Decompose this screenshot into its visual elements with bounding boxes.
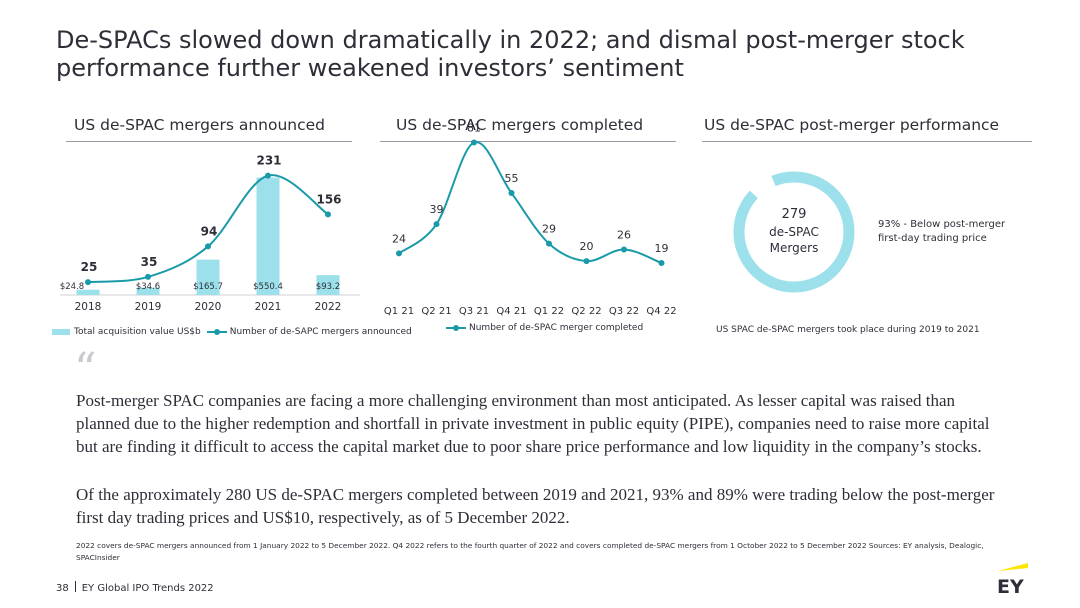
chart1-bar-label-2022: $93.2 (316, 282, 340, 292)
chart1-x-tick-2020: 2020 (195, 301, 222, 313)
chart1-point-2021 (265, 172, 271, 179)
chart2-point-Q3-22 (621, 246, 627, 253)
source-note: 2022 covers de-SPAC mergers announced fr… (76, 541, 984, 562)
chart1-point-label-2022: 156 (316, 192, 341, 206)
chart2-point-label-Q4-22: 19 (655, 242, 669, 255)
donut-annotation-1: 93% - Below post-merger (878, 219, 1006, 230)
chart-mergers-announced: $24.8 2018 $34.6 2019 $165.7 2020 $550.4 2021 $9… (60, 154, 360, 313)
chart2-x-tick-Q2-21: Q2 21 (421, 306, 451, 317)
donut-center-label-2: Mergers (770, 241, 819, 255)
legend-line-swatch (206, 328, 227, 336)
donut-chart-performance: 279 de-SPAC Mergers 93% - Below post-mer… (716, 171, 1006, 335)
chart1-point-label-2020: 94 (201, 224, 218, 238)
donut-note: US SPAC de-SPAC mergers took place durin… (716, 325, 980, 335)
footer-text: EY Global IPO Trends 2022 (81, 583, 214, 594)
chart1-bar-2019 (136, 287, 160, 295)
chart2-series-line (398, 141, 662, 264)
donut-slice-below-first-day (733, 171, 855, 293)
chart2-x-tick-Q4-21: Q4 21 (496, 306, 526, 317)
chart1-point-label-2021: 231 (256, 154, 281, 168)
donut-center-label-1: de-SPAC (769, 225, 819, 239)
chart2-point-label-Q3-22: 26 (617, 228, 631, 241)
chart1-point-label-2019: 35 (141, 255, 158, 269)
quote-mark: “ (74, 344, 97, 395)
chart1-point-2019 (145, 273, 151, 280)
chart1-legend: Total acquisition value US$b Number of d… (52, 327, 412, 337)
chart1-bar-label-2018: $24.8 (60, 282, 84, 292)
panel-heading-completed: US de-SPAC mergers completed (380, 116, 676, 142)
chart2-point-Q1-22 (546, 240, 552, 247)
chart1-point-2022 (325, 211, 331, 218)
chart2-point-label-Q1-21: 24 (392, 232, 406, 245)
panel-heading-announced: US de-SPAC mergers announced (66, 116, 352, 142)
ey-logo: EY (997, 563, 1028, 596)
chart1-point-label-2018: 25 (81, 260, 98, 274)
chart2-point-Q2-22 (583, 258, 590, 265)
chart1-bar-2021 (256, 177, 280, 295)
footer-divider (74, 581, 76, 592)
chart2-point-label-Q1-22: 29 (542, 223, 556, 236)
chart1-x-tick-2018: 2018 (75, 301, 102, 313)
chart1-point-2020 (205, 243, 211, 250)
chart2-x-tick-Q3-22: Q3 22 (609, 306, 639, 317)
legend-bar-swatch (52, 329, 70, 335)
legend-line-swatch (446, 324, 466, 332)
chart1-x-tick-2019: 2019 (135, 301, 162, 313)
chart2-x-tick-Q1-22: Q1 22 (534, 306, 564, 317)
chart1-bar-2018 (76, 289, 100, 295)
donut-annotation-2: first-day trading price (878, 233, 987, 244)
quote-paragraph-2: Of the approximately 280 US de-SPAC merg… (76, 485, 995, 527)
chart2-point-Q2-21 (433, 221, 440, 228)
chart-mergers-completed: 24 Q1 21 39 Q2 21 81 Q3 21 55 Q4 21 29 Q1 22 20 Q2 … (384, 122, 677, 318)
page-number: 38 (56, 583, 69, 594)
chart1-bar-label-2021: $550.4 (253, 282, 283, 292)
chart1-x-tick-2022: 2022 (315, 301, 342, 313)
footer: 38 EY Global IPO Trends 2022 (56, 581, 214, 594)
chart2-point-label-Q2-21: 39 (430, 203, 444, 216)
chart1-point-2018 (85, 279, 91, 286)
chart1-bar-label-2019: $34.6 (136, 282, 160, 292)
chart2-x-tick-Q1-21: Q1 21 (384, 306, 414, 317)
ey-logo-text: EY (997, 576, 1024, 596)
quote-paragraph-1: Post-merger SPAC companies are facing a … (76, 391, 990, 456)
panel-heading-performance: US de-SPAC post-merger performance (702, 116, 1032, 142)
chart2-point-Q4-21 (508, 190, 515, 197)
chart2-point-label-Q4-21: 55 (505, 172, 519, 185)
legend-bar-label: Total acquisition value US$b (74, 327, 201, 337)
chart1-bar-2022 (316, 275, 340, 295)
chart2-x-tick-Q3-21: Q3 21 (459, 306, 489, 317)
chart2-point-label-Q3-21: 81 (467, 122, 481, 135)
chart2-point-label-Q2-22: 20 (580, 240, 594, 253)
chart1-bar-2020 (196, 259, 220, 295)
chart2-point-Q1-21 (396, 250, 402, 257)
chart2-point-Q3-21 (471, 139, 477, 146)
chart2-point-Q4-22 (658, 260, 665, 267)
chart1-bar-label-2020: $165.7 (193, 282, 223, 292)
legend-line-label: Number of de-SAPC mergers announced (229, 327, 412, 337)
donut-center-count: 279 (782, 207, 807, 222)
chart2-x-tick-Q2-22: Q2 22 (571, 306, 601, 317)
chart2-legend: Number of de-SPAC merger completed (440, 323, 643, 333)
chart1-x-tick-2021: 2021 (255, 301, 282, 313)
page-title: De-SPACs slowed down dramatically in 202… (56, 26, 965, 82)
chart2-x-tick-Q4-22: Q4 22 (646, 306, 676, 317)
ey-logo-beam (998, 563, 1028, 571)
legend-line-label: Number of de-SPAC merger completed (469, 323, 644, 333)
